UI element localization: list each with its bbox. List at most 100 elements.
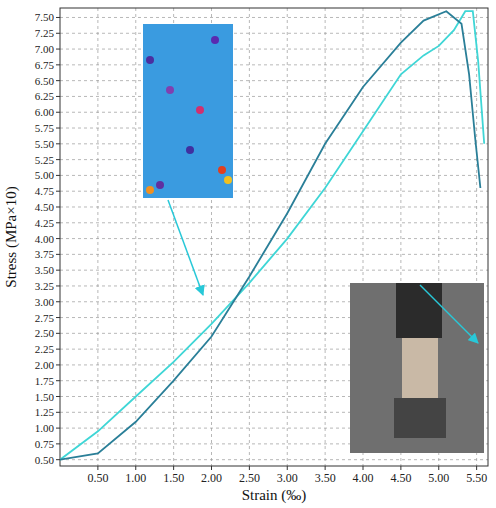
inset-simulation-bg: [143, 24, 233, 198]
tick-label: 2.00: [201, 471, 222, 485]
inset-particle: [218, 166, 226, 174]
inset-particle: [166, 86, 174, 94]
tick-label: 3.75: [35, 248, 55, 260]
grid-line: [60, 128, 488, 129]
tick: [56, 112, 60, 113]
tick-label: 1.25: [35, 406, 55, 418]
tick-label: 2.50: [35, 327, 55, 339]
tick-label: 5.25: [35, 154, 55, 166]
inset-particle: [146, 186, 154, 194]
tick: [56, 17, 60, 18]
tick-label: 3.00: [35, 296, 55, 308]
tick-label: 4.75: [35, 185, 55, 197]
inset-photo-part: [394, 398, 446, 438]
grid-line: [60, 270, 488, 271]
tick: [56, 380, 60, 381]
inset-photo-part: [396, 283, 442, 338]
grid-line: [60, 159, 488, 160]
tick-label: 0.50: [35, 454, 55, 466]
axis-title: Strain (‰): [242, 487, 307, 504]
arrow: [168, 200, 203, 295]
inset-photo-bg: [350, 283, 484, 453]
tick: [56, 459, 60, 460]
tick-label: 6.00: [35, 106, 55, 118]
tick: [56, 238, 60, 239]
tick-label: 5.00: [428, 471, 449, 485]
tick-label: 4.50: [35, 201, 55, 213]
tick-label: 5.00: [35, 169, 55, 181]
grid: [60, 8, 488, 466]
series-line: [60, 11, 484, 460]
tick: [56, 64, 60, 65]
tick-label: 0.75: [35, 438, 55, 450]
tick: [56, 349, 60, 350]
tick-label: 0.50: [87, 471, 108, 485]
series-line: [60, 11, 480, 460]
tick: [56, 285, 60, 286]
inset-particle: [211, 36, 219, 44]
grid-line: [60, 191, 488, 192]
tick-label: 4.25: [35, 217, 55, 229]
grid-line: [97, 8, 98, 466]
tick-label: 6.25: [35, 90, 55, 102]
grid-line: [60, 222, 488, 223]
inset-photo-part: [402, 338, 438, 398]
tick: [56, 143, 60, 144]
tick: [56, 80, 60, 81]
grid-line: [60, 96, 488, 97]
tick-label: 1.00: [35, 422, 55, 434]
tick: [400, 466, 401, 470]
tick-label: 3.50: [35, 264, 55, 276]
tick-label: 1.50: [35, 391, 55, 403]
tick-label: 6.50: [35, 75, 55, 87]
tick: [476, 466, 477, 470]
tick: [56, 175, 60, 176]
tick-label: 7.25: [35, 27, 55, 39]
tick: [56, 128, 60, 129]
grid-line: [60, 80, 488, 81]
tick-label: 1.50: [163, 471, 184, 485]
tick-label: 3.25: [35, 280, 55, 292]
tick: [56, 301, 60, 302]
axis-title: Stress (MPa×10): [3, 186, 20, 287]
grid-line: [60, 206, 488, 207]
tick: [173, 466, 174, 470]
tick-label: 2.75: [35, 312, 55, 324]
tick: [56, 428, 60, 429]
tick: [56, 254, 60, 255]
tick-label: 3.50: [315, 471, 336, 485]
tick: [56, 364, 60, 365]
plot-frame: [60, 8, 488, 466]
tick-label: 2.50: [239, 471, 260, 485]
tick: [56, 412, 60, 413]
tick: [56, 159, 60, 160]
lines: [60, 11, 484, 460]
tick-label: 2.00: [35, 359, 55, 371]
tick: [56, 396, 60, 397]
grid-line: [60, 112, 488, 113]
grid-line: [60, 64, 488, 65]
grid-line: [60, 238, 488, 239]
tick-label: 7.50: [35, 11, 55, 23]
tick: [97, 466, 98, 470]
tick: [287, 466, 288, 470]
grid-line: [325, 8, 326, 466]
grid-line: [249, 8, 250, 466]
inset-particle: [186, 146, 194, 154]
grid-line: [60, 459, 488, 460]
inset-simulation: [143, 24, 233, 198]
tick-label: 4.00: [35, 233, 55, 245]
inset-photo: [350, 283, 484, 453]
tick-label: 4.50: [390, 471, 411, 485]
tick: [56, 317, 60, 318]
tick: [56, 333, 60, 334]
grid-line: [60, 17, 488, 18]
tick-label: 2.25: [35, 343, 55, 355]
inset-particle: [224, 176, 232, 184]
tick: [56, 270, 60, 271]
tick: [56, 222, 60, 223]
tick: [56, 33, 60, 34]
grid-line: [60, 143, 488, 144]
tick: [363, 466, 364, 470]
tick-label: 1.75: [35, 375, 55, 387]
